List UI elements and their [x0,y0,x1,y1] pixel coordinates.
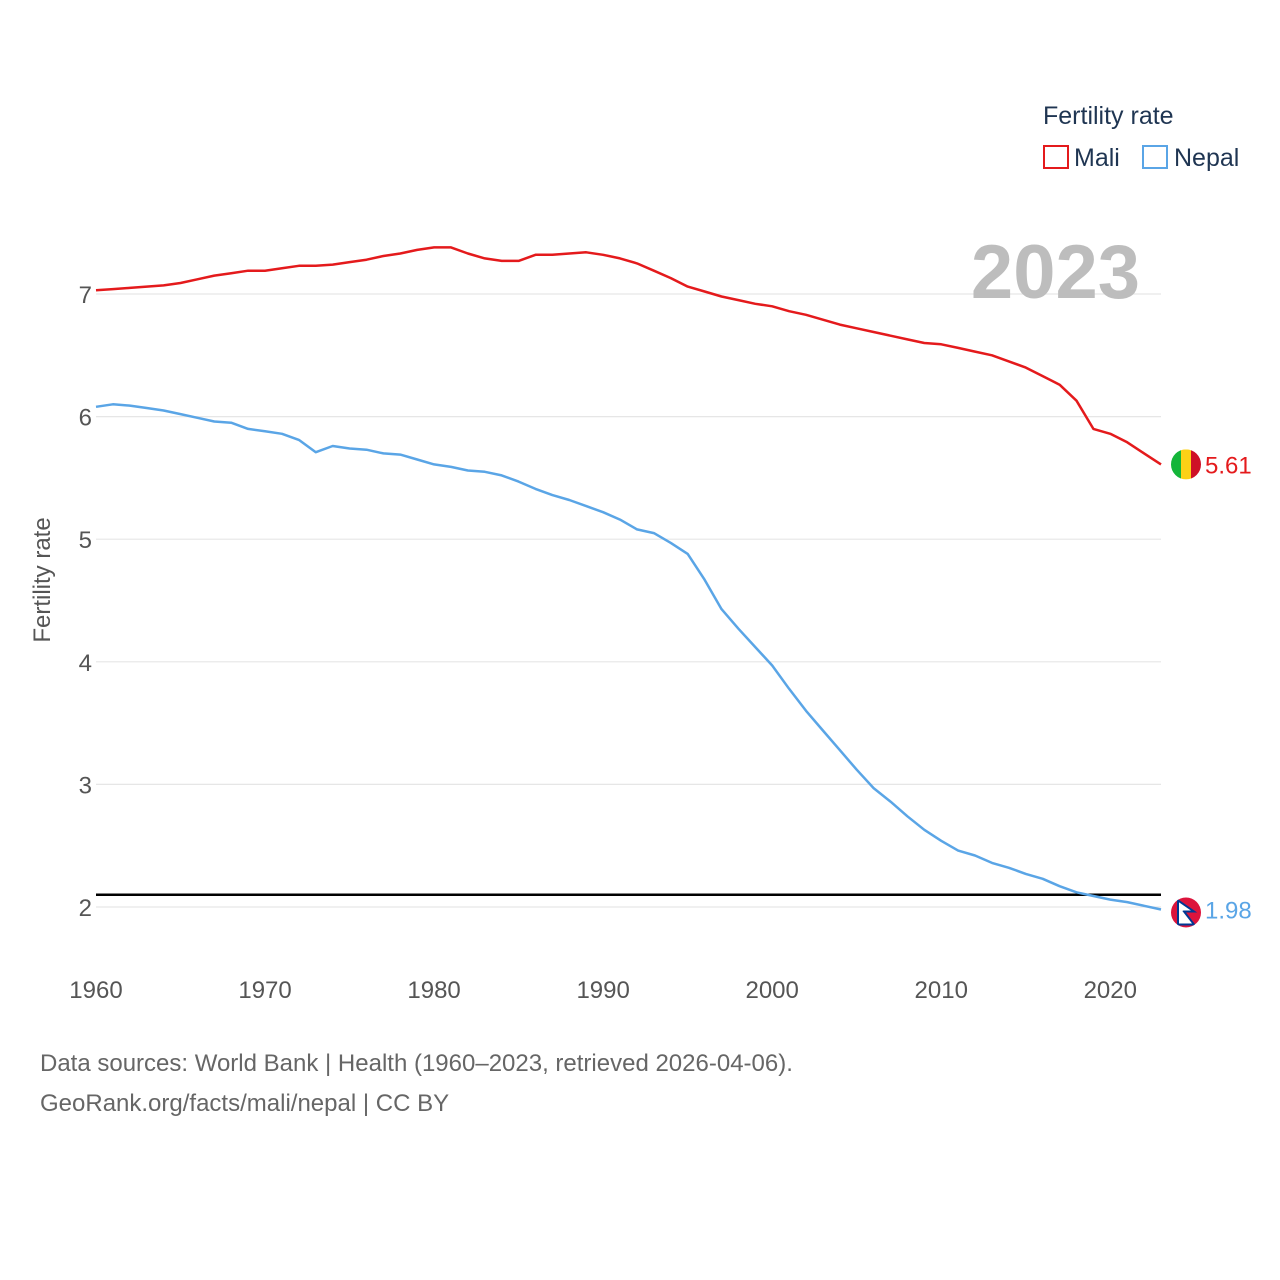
nepal-flag-icon [1171,897,1201,928]
legend-swatch-mali[interactable] [1043,145,1069,169]
y-tick-label-7: 7 [79,282,92,309]
nepal-end-value: 1.98 [1205,897,1252,924]
credit-line[interactable]: GeoRank.org/facts/mali/nepal | CC BY [40,1090,450,1117]
y-tick-label-2: 2 [79,895,92,922]
x-tick-label-2020: 2020 [1084,977,1137,1004]
legend-title: Fertility rate [1043,102,1174,130]
x-tick-label-1970: 1970 [238,977,291,1004]
legend-swatch-nepal[interactable] [1142,145,1168,169]
y-tick-label-4: 4 [79,650,92,677]
mali-end-value: 5.61 [1205,452,1252,479]
legend-label-nepal[interactable]: Nepal [1174,144,1239,172]
source-line: Data sources: World Bank | Health (1960–… [40,1050,793,1077]
y-tick-label-6: 6 [79,405,92,432]
series-line-nepal[interactable] [95,403,1162,911]
gridlines [96,293,1161,908]
series-lines [95,246,1162,911]
y-tick-label-5: 5 [79,527,92,554]
source-footer: Data sources: World Bank | Health (1960–… [40,1044,793,1124]
x-tick-label-1990: 1990 [576,977,629,1004]
y-tick-label-3: 3 [79,772,92,799]
x-tick-label-1980: 1980 [407,977,460,1004]
legend: Fertility rate Mali Nepal [1043,102,1239,172]
x-tick-label-1960: 1960 [69,977,122,1004]
x-tick-label-2010: 2010 [915,977,968,1004]
x-tick-label-2000: 2000 [745,977,798,1004]
y-axis-ticks: 2 3 4 5 6 7 [79,282,92,922]
series-line-mali[interactable] [95,246,1162,466]
y-axis-label: Fertility rate [29,517,56,642]
mali-flag-icon [1171,449,1201,480]
year-watermark: 2023 [971,230,1140,315]
x-axis-ticks: 1960 1970 1980 1990 2000 2010 2020 [69,977,1137,1004]
legend-label-mali[interactable]: Mali [1074,144,1120,172]
